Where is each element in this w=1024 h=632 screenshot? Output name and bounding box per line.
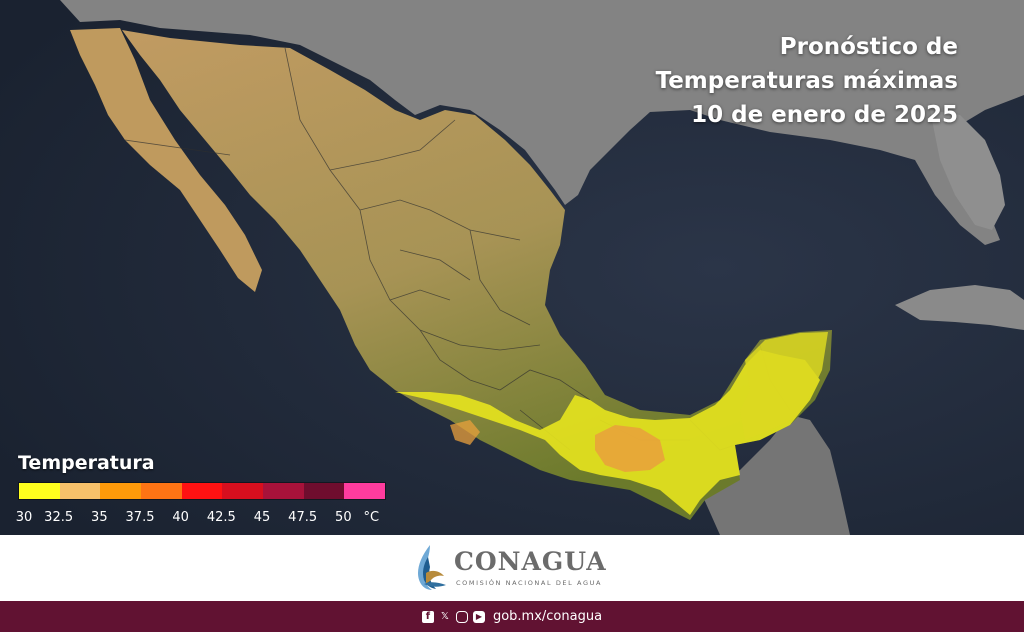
zone-32-35: [595, 425, 665, 472]
title-line-2: Temperaturas máximas: [655, 68, 958, 94]
conagua-emblem-icon: [418, 545, 446, 590]
footer-url-link[interactable]: gob.mx/conagua: [492, 609, 603, 624]
legend-swatch: [303, 483, 345, 499]
usa-land: [60, 0, 1024, 245]
instagram-icon[interactable]: [455, 610, 468, 623]
florida-land: [930, 110, 1005, 230]
title-line-3: 10 de enero de 2025: [691, 102, 958, 128]
mexico-mainland: [122, 30, 832, 520]
temperature-map: Pronóstico de Temperaturas máximas 10 de…: [0, 0, 1024, 535]
logo-subtitle: COMISIÓN NACIONAL DEL AGUA: [456, 579, 603, 587]
legend-tick-label: 42.5: [206, 510, 236, 525]
yucatan-hot-zone: [740, 332, 828, 440]
facebook-icon[interactable]: f: [421, 610, 434, 623]
legend-tick-label: 35: [91, 510, 108, 525]
logo-band: CONAGUA COMISIÓN NACIONAL DEL AGUA: [0, 535, 1024, 601]
legend-swatch: [181, 483, 223, 499]
temperature-legend: Temperatura 30 32.5 35 37.5 40 42.5 45 47.5 50 °C: [15, 452, 398, 528]
youtube-icon[interactable]: ▶: [472, 610, 485, 623]
legend-swatch: [344, 483, 386, 499]
footer-bar: f 𝕏 ▶ gob.mx/conagua: [0, 601, 1024, 632]
zone-32-35-west: [450, 420, 480, 445]
legend-tick-label: 47.5: [288, 510, 318, 525]
legend-tick-label: °C: [363, 510, 380, 525]
legend-labels: 30 32.5 35 37.5 40 42.5 45 47.5 50 °C: [15, 510, 398, 528]
logo-name: CONAGUA: [454, 547, 607, 576]
legend-swatch: [100, 483, 142, 499]
conagua-logo: CONAGUA COMISIÓN NACIONAL DEL AGUA: [410, 543, 620, 593]
legend-tick-label: 45: [253, 510, 271, 525]
legend-swatch: [222, 483, 264, 499]
legend-swatch: [59, 483, 101, 499]
title-line-1: Pronóstico de: [779, 34, 958, 60]
legend-tick-label: 37.5: [125, 510, 155, 525]
central-america-land: [700, 415, 850, 535]
legend-swatch: [141, 483, 182, 499]
legend-color-bar: [18, 482, 386, 500]
map-title: Pronóstico de Temperaturas máximas 10 de…: [656, 30, 958, 132]
social-icons: f 𝕏 ▶: [421, 610, 485, 623]
cuba-land: [895, 285, 1024, 330]
legend-swatch: [19, 483, 60, 499]
legend-title: Temperatura: [18, 452, 155, 474]
legend-swatch: [263, 483, 304, 499]
legend-tick-label: 32.5: [44, 510, 74, 525]
baja-california: [70, 28, 262, 292]
legend-tick-label: 50: [335, 510, 352, 525]
map-graphic: [0, 0, 1024, 535]
legend-tick-label: 40: [172, 510, 189, 525]
x-icon[interactable]: 𝕏: [440, 610, 449, 622]
legend-tick-label: 30: [15, 510, 33, 525]
